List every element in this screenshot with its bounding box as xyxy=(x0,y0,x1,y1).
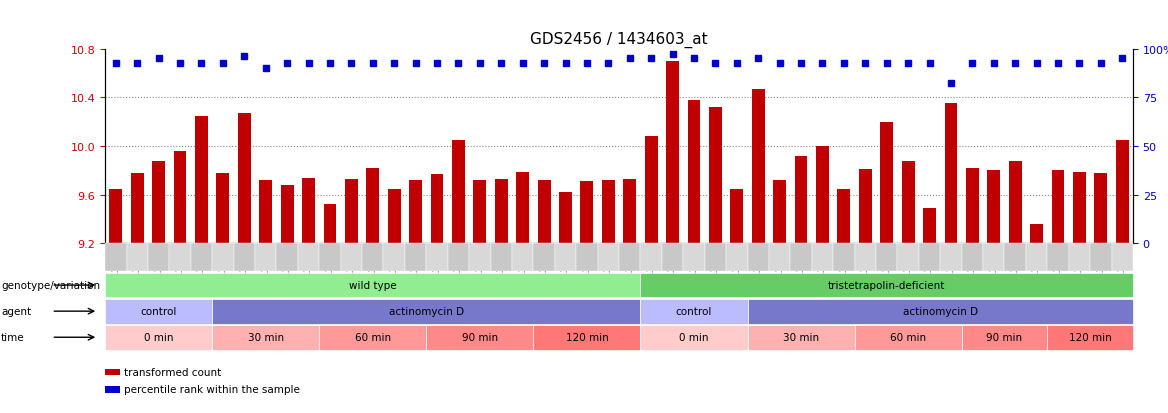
Bar xyxy=(987,171,1000,244)
Bar xyxy=(280,185,293,244)
Bar xyxy=(388,189,401,244)
Bar xyxy=(709,108,722,244)
Text: 30 min: 30 min xyxy=(248,332,284,342)
Bar xyxy=(1030,224,1043,244)
Bar xyxy=(495,179,508,244)
Bar xyxy=(1115,140,1128,244)
Bar xyxy=(303,178,315,244)
Bar xyxy=(816,147,829,244)
Text: 90 min: 90 min xyxy=(461,332,498,342)
Bar xyxy=(945,104,958,244)
Text: transformed count: transformed count xyxy=(124,367,221,377)
Text: 120 min: 120 min xyxy=(1069,332,1112,342)
Bar xyxy=(238,114,251,244)
Bar xyxy=(131,173,144,244)
Text: 60 min: 60 min xyxy=(890,332,926,342)
Bar xyxy=(966,169,979,244)
Bar xyxy=(837,189,850,244)
Bar xyxy=(858,170,871,244)
Text: percentile rank within the sample: percentile rank within the sample xyxy=(124,385,300,394)
Text: 0 min: 0 min xyxy=(144,332,173,342)
Bar xyxy=(752,90,765,244)
Bar xyxy=(559,193,572,244)
Bar xyxy=(881,122,894,244)
Bar xyxy=(473,180,486,244)
Bar xyxy=(452,140,465,244)
Bar xyxy=(645,137,658,244)
Text: 0 min: 0 min xyxy=(680,332,709,342)
Text: control: control xyxy=(140,306,176,316)
Bar xyxy=(624,179,637,244)
Text: genotype/variation: genotype/variation xyxy=(1,280,100,290)
Bar xyxy=(773,180,786,244)
Bar xyxy=(1009,161,1022,244)
Text: 90 min: 90 min xyxy=(987,332,1022,342)
Bar xyxy=(537,180,550,244)
Bar xyxy=(345,179,357,244)
Text: 120 min: 120 min xyxy=(565,332,609,342)
Bar xyxy=(1094,173,1107,244)
Bar xyxy=(1051,171,1064,244)
Bar xyxy=(195,116,208,244)
Bar xyxy=(259,180,272,244)
Bar xyxy=(431,175,444,244)
Bar xyxy=(923,209,936,244)
Bar xyxy=(794,157,807,244)
Bar xyxy=(580,182,593,244)
Bar xyxy=(902,161,915,244)
Text: actinomycin D: actinomycin D xyxy=(903,306,978,316)
Text: agent: agent xyxy=(1,306,32,316)
Text: control: control xyxy=(676,306,712,316)
Text: tristetrapolin-deficient: tristetrapolin-deficient xyxy=(828,280,945,290)
Bar xyxy=(216,173,229,244)
Bar xyxy=(516,172,529,244)
Bar xyxy=(367,169,380,244)
Title: GDS2456 / 1434603_at: GDS2456 / 1434603_at xyxy=(530,32,708,48)
Bar xyxy=(324,205,336,244)
Bar xyxy=(666,62,679,244)
Text: 30 min: 30 min xyxy=(783,332,819,342)
Bar xyxy=(1073,172,1086,244)
Text: wild type: wild type xyxy=(349,280,397,290)
Bar xyxy=(602,180,614,244)
Bar xyxy=(730,189,743,244)
Bar xyxy=(174,152,187,244)
Bar xyxy=(152,161,165,244)
Bar xyxy=(110,189,123,244)
Text: 60 min: 60 min xyxy=(355,332,391,342)
Text: time: time xyxy=(1,332,25,342)
Text: actinomycin D: actinomycin D xyxy=(389,306,464,316)
Bar xyxy=(409,180,422,244)
Bar xyxy=(688,100,701,244)
